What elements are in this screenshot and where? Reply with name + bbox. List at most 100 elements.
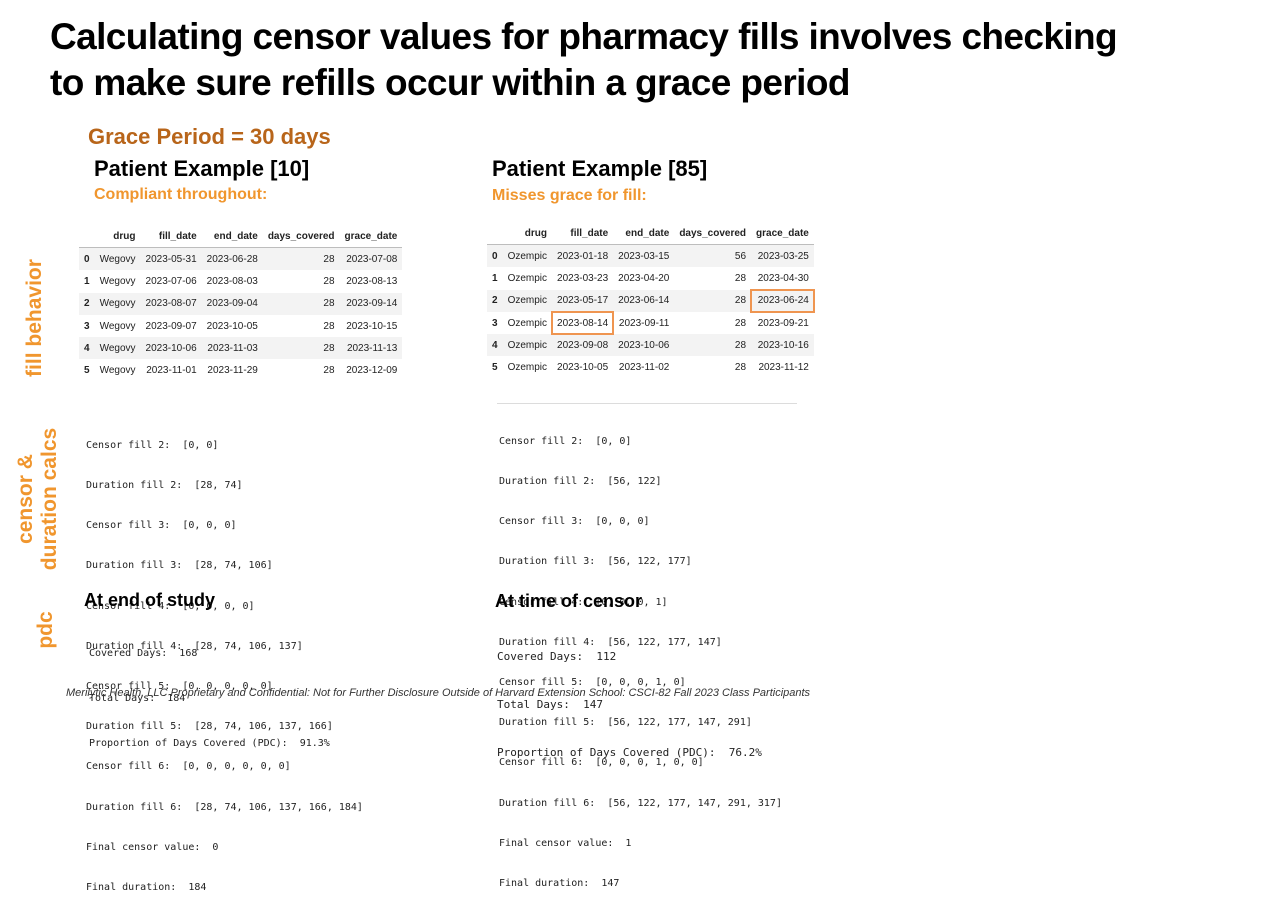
cell-end-date: 2023-11-02: [618, 362, 670, 374]
calc-line: Duration fill 3: [28, 74, 106]: [86, 560, 273, 572]
cell-end-date: 2023-09-11: [618, 317, 670, 329]
calc-line: Censor fill 4: [0, 0, 0, 1]: [499, 596, 668, 608]
cell-drug: Wegovy: [99, 365, 136, 377]
table-row: 3 Wegovy 2023-09-07 2023-10-05 28 2023-1…: [79, 315, 402, 337]
cell-drug: Ozempic: [502, 244, 553, 268]
cell-grace-date: 2023-11-12: [758, 362, 809, 374]
slide-title: Calculating censor values for pharmacy f…: [50, 14, 1230, 106]
cell-grace-date: 2023-12-09: [346, 365, 398, 377]
cell-days-covered: 28: [262, 292, 340, 315]
calc-line: Duration fill 4: [56, 122, 177, 147]: [499, 636, 722, 648]
column-header-days-covered: days_covered: [262, 225, 340, 248]
side-label-censor-line-1: censor &: [14, 454, 37, 544]
column-header-drug: drug: [502, 222, 553, 245]
cell-drug: Wegovy: [99, 320, 136, 332]
cell-fill-date: 2023-09-08: [552, 334, 614, 357]
column-header-grace-date: grace_date: [751, 222, 814, 245]
cell-grace-date: 2023-04-30: [757, 272, 809, 284]
cell-grace-date: 2023-10-16: [751, 334, 814, 357]
table-row: 2 Wegovy 2023-08-07 2023-09-04 28 2023-0…: [79, 292, 403, 315]
calc-line: Censor fill 3: [0, 0, 0]: [499, 516, 650, 528]
cell-end-date: 2023-11-29: [207, 365, 258, 377]
calc-line: Final censor value: 0: [86, 841, 219, 853]
cell-drug: Wegovy: [94, 337, 141, 360]
calc-line: Censor fill 5: [0, 0, 0, 0, 0]: [86, 681, 273, 693]
column-header-fill-date: fill_date: [552, 222, 614, 245]
calc-line: Censor fill 4: [0, 0, 0, 0]: [86, 600, 255, 612]
cell-fill-date: 2023-11-01: [146, 365, 197, 377]
cell-fill-date: 2023-05-17: [552, 289, 614, 312]
calc-line: Duration fill 4: [28, 74, 106, 137]: [86, 640, 303, 652]
calc-line: Censor fill 2: [0, 0]: [499, 435, 632, 447]
left-example-heading: Patient Example [10]: [94, 156, 310, 181]
calc-line: Duration fill 6: [28, 74, 106, 137, 166,…: [86, 801, 363, 813]
table-row: 4 Wegovy 2023-10-06 2023-11-03 28 2023-1…: [79, 337, 403, 360]
column-header-index: [79, 225, 95, 248]
cell-days-covered: 28: [674, 334, 752, 357]
left-example-subheading: Compliant throughout:: [94, 186, 268, 203]
cell-days-covered: 28: [674, 289, 752, 312]
cell-end-date: 2023-03-15: [613, 244, 675, 268]
cell-end-date: 2023-06-28: [201, 247, 263, 271]
row-index: 0: [79, 247, 95, 271]
cell-days-covered: 28: [734, 362, 747, 374]
side-label-fill-behavior: fill behavior: [23, 259, 46, 377]
cell-days-covered: 28: [262, 247, 340, 271]
row-index: 2: [487, 289, 503, 312]
pdc-line: Proportion of Days Covered (PDC): 76.2%: [497, 746, 762, 759]
right-fill-table: drug fill_date end_date days_covered gra…: [487, 222, 815, 379]
side-label-censor-duration: censor & duration calcs: [14, 419, 62, 579]
pdc-line: Total Days: 147: [497, 698, 603, 711]
cell-fill-date: 2023-10-05: [557, 362, 609, 374]
table-header-row: drug fill_date end_date days_covered gra…: [79, 225, 403, 248]
cell-end-date: 2023-09-04: [201, 292, 263, 315]
table-row: 3 Ozempic 2023-08-14 2023-09-11 28 2023-…: [487, 310, 814, 336]
cell-grace-date: 2023-08-13: [346, 275, 398, 287]
cell-days-covered: 28: [262, 337, 340, 360]
cell-drug: Ozempic: [502, 334, 553, 357]
highlighted-grace-date-cell: 2023-06-24: [750, 288, 815, 313]
cell-end-date: 2023-06-14: [613, 289, 675, 312]
cell-drug: Ozempic: [502, 289, 553, 312]
row-index: 0: [487, 244, 503, 268]
cell-days-covered: 28: [323, 320, 335, 332]
output-divider: [497, 403, 797, 404]
cell-end-date: 2023-10-06: [613, 334, 675, 357]
cell-fill-date: 2023-03-23: [557, 272, 609, 284]
calc-line: Duration fill 2: [56, 122]: [499, 476, 662, 488]
table-header-row: drug fill_date end_date days_covered gra…: [487, 222, 814, 245]
calc-line: Censor fill 5: [0, 0, 0, 1, 0]: [499, 677, 686, 689]
column-header-days-covered: days_covered: [674, 222, 752, 245]
cell-grace-date: 2023-11-13: [339, 337, 403, 360]
cell-grace-date: 2023-03-25: [751, 244, 814, 268]
row-index: 4: [487, 334, 503, 357]
calc-line: Duration fill 3: [56, 122, 177]: [499, 556, 692, 568]
column-header-drug: drug: [94, 225, 141, 248]
table-row: 1 Ozempic 2023-03-23 2023-04-20 28 2023-…: [487, 267, 814, 289]
pdc-line: Covered Days: 112: [497, 650, 617, 663]
cell-drug: Ozempic: [507, 317, 548, 329]
highlighted-fill-date-cell: 2023-08-14: [551, 310, 615, 336]
side-label-censor-line-2: duration calcs: [38, 427, 61, 571]
pdc-line: Covered Days: 168: [89, 648, 198, 659]
calc-line: Final duration: 147: [499, 878, 620, 890]
cell-grace-date: 2023-09-14: [339, 292, 403, 315]
cell-drug: Wegovy: [94, 292, 141, 315]
cell-drug: Ozempic: [507, 362, 548, 374]
table-row: 4 Ozempic 2023-09-08 2023-10-06 28 2023-…: [487, 334, 814, 357]
cell-fill-date: 2023-01-18: [552, 244, 614, 268]
table-row: 5 Wegovy 2023-11-01 2023-11-29 28 2023-1…: [79, 359, 402, 381]
cell-end-date: 2023-11-03: [201, 337, 263, 360]
left-fill-table: drug fill_date end_date days_covered gra…: [79, 225, 403, 382]
row-index: 1: [84, 275, 90, 287]
table-row: 0 Ozempic 2023-01-18 2023-03-15 56 2023-…: [487, 244, 814, 268]
table-row: 5 Ozempic 2023-10-05 2023-11-02 28 2023-…: [487, 356, 814, 378]
slide-title-line-1: Calculating censor values for pharmacy f…: [50, 16, 1118, 57]
right-pdc-heading: At time of censor: [495, 591, 643, 611]
pdc-line: Proportion of Days Covered (PDC): 91.3%: [89, 738, 330, 749]
cell-days-covered: 28: [323, 275, 335, 287]
slide-title-line-2: to make sure refills occur within a grac…: [50, 62, 850, 103]
right-example-subheading: Misses grace for fill:: [492, 187, 647, 204]
column-header-end-date: end_date: [201, 225, 263, 248]
cell-grace-date: 2023-09-21: [757, 317, 809, 329]
